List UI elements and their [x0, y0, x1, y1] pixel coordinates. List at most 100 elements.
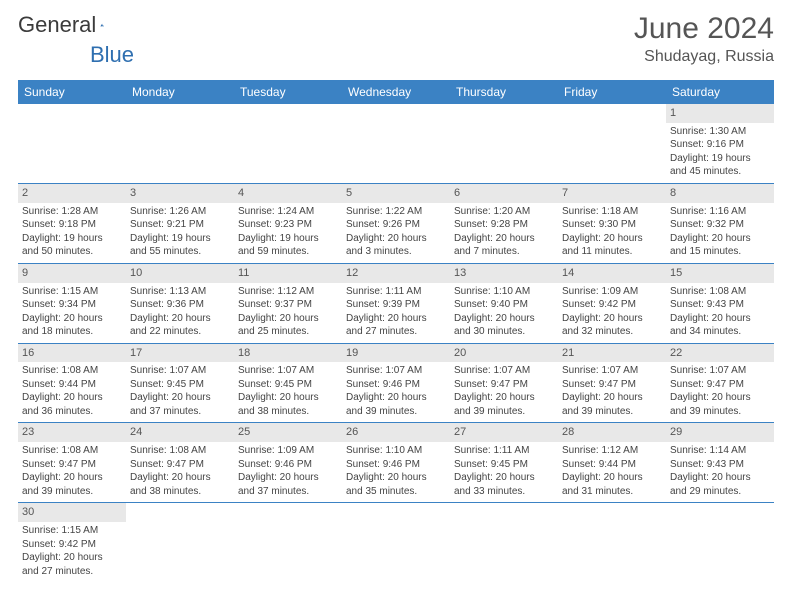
sunrise-text: Sunrise: 1:12 AM [562, 444, 662, 458]
logo: General [18, 12, 128, 38]
header-monday: Monday [126, 80, 234, 104]
day-info: Sunrise: 1:07 AMSunset: 9:46 PMDaylight:… [346, 364, 446, 418]
sunset-text: Sunset: 9:37 PM [238, 298, 338, 312]
day-number: 27 [450, 423, 558, 442]
day-cell: 10Sunrise: 1:13 AMSunset: 9:36 PMDayligh… [126, 263, 234, 343]
day-cell [234, 104, 342, 183]
day-cell [234, 503, 342, 582]
day-cell: 5Sunrise: 1:22 AMSunset: 9:26 PMDaylight… [342, 183, 450, 263]
day-info: Sunrise: 1:07 AMSunset: 9:45 PMDaylight:… [238, 364, 338, 418]
sunset-text: Sunset: 9:43 PM [670, 458, 770, 472]
sunrise-text: Sunrise: 1:10 AM [346, 444, 446, 458]
sunrise-text: Sunrise: 1:14 AM [670, 444, 770, 458]
day-info: Sunrise: 1:07 AMSunset: 9:47 PMDaylight:… [562, 364, 662, 418]
daylight-text: Daylight: 19 hours and 59 minutes. [238, 232, 338, 259]
daylight-text: Daylight: 19 hours and 45 minutes. [670, 152, 770, 179]
day-cell [558, 503, 666, 582]
day-info: Sunrise: 1:11 AMSunset: 9:45 PMDaylight:… [454, 444, 554, 498]
sunset-text: Sunset: 9:42 PM [562, 298, 662, 312]
daylight-text: Daylight: 20 hours and 25 minutes. [238, 312, 338, 339]
sunset-text: Sunset: 9:45 PM [238, 378, 338, 392]
sunrise-text: Sunrise: 1:20 AM [454, 205, 554, 219]
day-number: 19 [342, 344, 450, 363]
sunset-text: Sunset: 9:47 PM [130, 458, 230, 472]
day-number: 13 [450, 264, 558, 283]
day-number: 10 [126, 264, 234, 283]
day-cell [666, 503, 774, 582]
sunset-text: Sunset: 9:18 PM [22, 218, 122, 232]
sunset-text: Sunset: 9:26 PM [346, 218, 446, 232]
daylight-text: Daylight: 20 hours and 15 minutes. [670, 232, 770, 259]
sunset-text: Sunset: 9:40 PM [454, 298, 554, 312]
day-info: Sunrise: 1:08 AMSunset: 9:47 PMDaylight:… [22, 444, 122, 498]
month-title: June 2024 [634, 12, 774, 46]
day-cell: 18Sunrise: 1:07 AMSunset: 9:45 PMDayligh… [234, 343, 342, 423]
header-tuesday: Tuesday [234, 80, 342, 104]
sunrise-text: Sunrise: 1:08 AM [22, 444, 122, 458]
daylight-text: Daylight: 20 hours and 7 minutes. [454, 232, 554, 259]
daylight-text: Daylight: 20 hours and 22 minutes. [130, 312, 230, 339]
day-cell [126, 503, 234, 582]
day-number: 6 [450, 184, 558, 203]
day-info: Sunrise: 1:07 AMSunset: 9:47 PMDaylight:… [454, 364, 554, 418]
day-cell: 8 Sunrise: 1:16 AMSunset: 9:32 PMDaylight… [666, 183, 774, 263]
day-cell: 14Sunrise: 1:09 AMSunset: 9:42 PMDayligh… [558, 263, 666, 343]
sunrise-text: Sunrise: 1:07 AM [670, 364, 770, 378]
sunrise-text: Sunrise: 1:30 AM [670, 125, 770, 139]
day-info: Sunrise: 1:24 AMSunset: 9:23 PMDaylight:… [238, 205, 338, 259]
day-info: Sunrise: 1:14 AMSunset: 9:43 PMDaylight:… [670, 444, 770, 498]
header-wednesday: Wednesday [342, 80, 450, 104]
day-cell: 16Sunrise: 1:08 AMSunset: 9:44 PMDayligh… [18, 343, 126, 423]
sunset-text: Sunset: 9:44 PM [22, 378, 122, 392]
daylight-text: Daylight: 20 hours and 37 minutes. [130, 391, 230, 418]
day-number: 3 [126, 184, 234, 203]
day-number: 24 [126, 423, 234, 442]
sunset-text: Sunset: 9:47 PM [670, 378, 770, 392]
day-number: 1 [666, 104, 774, 123]
day-info: Sunrise: 1:30 AMSunset: 9:16 PMDaylight:… [670, 125, 770, 179]
sunrise-text: Sunrise: 1:24 AM [238, 205, 338, 219]
day-info: Sunrise: 1:20 AMSunset: 9:28 PMDaylight:… [454, 205, 554, 259]
day-number: 11 [234, 264, 342, 283]
day-cell: 27 Sunrise: 1:11 AMSunset: 9:45 PMDayligh… [450, 423, 558, 503]
sunrise-text: Sunrise: 1:28 AM [22, 205, 122, 219]
day-info: Sunrise: 1:09 AMSunset: 9:42 PMDaylight:… [562, 285, 662, 339]
daylight-text: Daylight: 20 hours and 39 minutes. [346, 391, 446, 418]
day-number: 30 [18, 503, 126, 522]
sunrise-text: Sunrise: 1:16 AM [670, 205, 770, 219]
day-info: Sunrise: 1:15 AMSunset: 9:34 PMDaylight:… [22, 285, 122, 339]
header-thursday: Thursday [450, 80, 558, 104]
day-cell: 9Sunrise: 1:15 AMSunset: 9:34 PMDaylight… [18, 263, 126, 343]
sunrise-text: Sunrise: 1:15 AM [22, 524, 122, 538]
daylight-text: Daylight: 20 hours and 35 minutes. [346, 471, 446, 498]
daylight-text: Daylight: 20 hours and 32 minutes. [562, 312, 662, 339]
day-number: 20 [450, 344, 558, 363]
day-number: 12 [342, 264, 450, 283]
daylight-text: Daylight: 20 hours and 38 minutes. [130, 471, 230, 498]
day-cell [558, 104, 666, 183]
day-number: 7 [558, 184, 666, 203]
daylight-text: Daylight: 20 hours and 31 minutes. [562, 471, 662, 498]
day-cell: 24Sunrise: 1:08 AMSunset: 9:47 PMDayligh… [126, 423, 234, 503]
day-number: 8 [666, 184, 774, 203]
sunrise-text: Sunrise: 1:12 AM [238, 285, 338, 299]
day-cell: 19Sunrise: 1:07 AMSunset: 9:46 PMDayligh… [342, 343, 450, 423]
sunset-text: Sunset: 9:47 PM [454, 378, 554, 392]
sunrise-text: Sunrise: 1:07 AM [562, 364, 662, 378]
week-row: 1 Sunrise: 1:30 AMSunset: 9:16 PMDaylight… [18, 104, 774, 183]
sunrise-text: Sunrise: 1:07 AM [454, 364, 554, 378]
daylight-text: Daylight: 20 hours and 39 minutes. [454, 391, 554, 418]
sunset-text: Sunset: 9:23 PM [238, 218, 338, 232]
day-cell: 12Sunrise: 1:11 AMSunset: 9:39 PMDayligh… [342, 263, 450, 343]
sunset-text: Sunset: 9:16 PM [670, 138, 770, 152]
sunset-text: Sunset: 9:45 PM [130, 378, 230, 392]
sunset-text: Sunset: 9:32 PM [670, 218, 770, 232]
day-number: 5 [342, 184, 450, 203]
day-cell: 20Sunrise: 1:07 AMSunset: 9:47 PMDayligh… [450, 343, 558, 423]
logo-text-general: General [18, 12, 96, 38]
day-number: 29 [666, 423, 774, 442]
day-info: Sunrise: 1:07 AMSunset: 9:45 PMDaylight:… [130, 364, 230, 418]
day-cell: 4Sunrise: 1:24 AMSunset: 9:23 PMDaylight… [234, 183, 342, 263]
sunset-text: Sunset: 9:36 PM [130, 298, 230, 312]
sunset-text: Sunset: 9:34 PM [22, 298, 122, 312]
